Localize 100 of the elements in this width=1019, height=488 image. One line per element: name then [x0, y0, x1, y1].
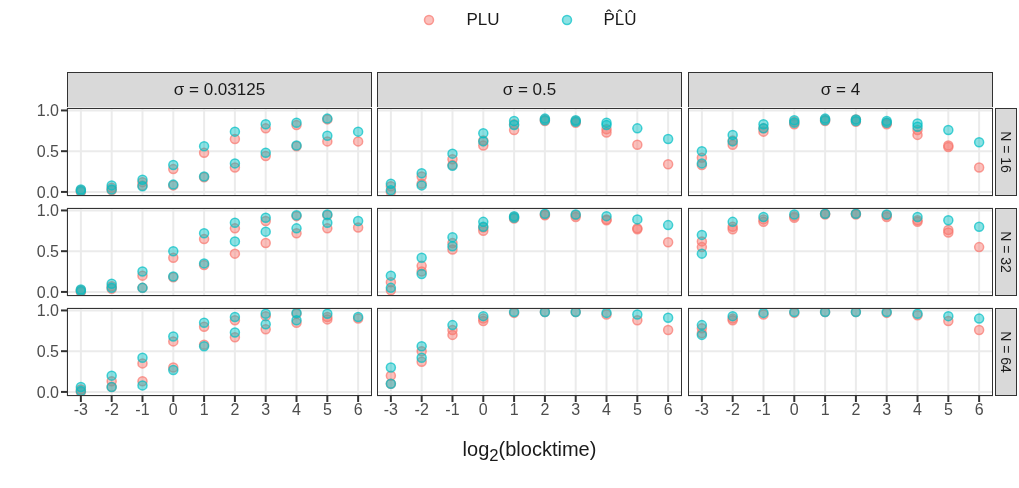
- point: [416, 341, 427, 352]
- x-tick-label: 2: [851, 401, 861, 419]
- point: [416, 252, 427, 263]
- point: [973, 324, 985, 336]
- point: [385, 270, 397, 281]
- x-tick-label: -2: [414, 401, 429, 419]
- legend-label: P̂L̂Û: [603, 10, 637, 30]
- legend-label: PLU: [466, 10, 500, 30]
- y2-axis-title: N = 16: [998, 131, 1015, 173]
- y2-axis-title: N = 64: [998, 331, 1015, 373]
- point: [943, 124, 954, 136]
- point: [662, 312, 674, 324]
- x-tick-label: 6: [974, 401, 984, 419]
- point: [106, 370, 117, 381]
- point: [696, 248, 708, 259]
- point: [662, 219, 674, 231]
- x-tick-label: 0: [478, 401, 488, 419]
- point: [352, 136, 364, 147]
- point: [291, 223, 302, 234]
- x-tick-label: 2: [540, 401, 550, 419]
- point: [260, 319, 271, 330]
- point: [662, 133, 674, 145]
- y-tick-label: 0.5: [36, 342, 60, 360]
- x-tick-label: 5: [632, 401, 642, 419]
- x-tick-label: 6: [663, 401, 673, 419]
- x-tick-label: 4: [602, 401, 612, 419]
- point: [229, 158, 241, 169]
- x-tick-label: 5: [322, 401, 332, 419]
- chart-title: σ = 0.5: [377, 72, 682, 108]
- point: [447, 319, 458, 331]
- chart-title: σ = 0.03125: [67, 72, 372, 108]
- point: [447, 329, 458, 341]
- point: [137, 380, 148, 391]
- y-tick-label: 0.5: [36, 142, 60, 160]
- point: [229, 126, 241, 137]
- point: [385, 362, 397, 373]
- point: [322, 217, 333, 228]
- point: [662, 158, 674, 170]
- point: [322, 130, 333, 141]
- point: [229, 248, 241, 259]
- point: [943, 214, 954, 226]
- point: [322, 308, 333, 319]
- point: [137, 266, 148, 277]
- x-tick-label: -3: [73, 401, 89, 419]
- y-tick-label: 0.5: [36, 242, 60, 260]
- point: [447, 148, 458, 159]
- x-tick-label: 3: [261, 401, 271, 419]
- y-tick-label: 0.0: [36, 183, 60, 201]
- point: [447, 232, 458, 243]
- x-tick-label: 6: [353, 401, 363, 419]
- point: [973, 162, 985, 173]
- x-tick-label: 1: [199, 401, 209, 419]
- x-tick-label: -1: [135, 401, 150, 419]
- point: [601, 210, 612, 222]
- point: [168, 331, 179, 342]
- x-tick-label: -1: [445, 401, 460, 419]
- point: [352, 215, 364, 227]
- point: [260, 119, 271, 130]
- point: [632, 139, 643, 150]
- point: [198, 141, 210, 152]
- point: [696, 229, 708, 241]
- x-tick-label: 0: [168, 401, 178, 419]
- point: [168, 159, 179, 171]
- x-axis-title: log$_{2}$(blocktime): [461, 438, 598, 466]
- point: [632, 214, 643, 225]
- x-tick-label: 3: [882, 401, 892, 419]
- point: [696, 319, 708, 331]
- point: [973, 241, 985, 253]
- point: [632, 123, 643, 134]
- x-tick-label: 2: [230, 401, 240, 419]
- y-tick-label: 0.0: [36, 383, 60, 401]
- point: [229, 327, 241, 338]
- point: [632, 309, 643, 320]
- point: [727, 216, 738, 228]
- x-tick-label: -2: [725, 401, 740, 419]
- chart-title: σ = 4: [688, 72, 993, 108]
- y-tick-label: 1.0: [36, 102, 60, 120]
- point: [168, 245, 179, 257]
- y2-axis-title: N = 32: [998, 231, 1015, 273]
- point: [696, 145, 708, 157]
- point: [198, 228, 210, 239]
- point: [973, 313, 985, 324]
- point: [137, 352, 148, 363]
- x-tick-label: 5: [943, 401, 953, 419]
- point: [198, 317, 210, 328]
- point: [260, 237, 271, 249]
- point: [229, 217, 241, 228]
- point: [662, 324, 674, 336]
- x-tick-label: 4: [292, 401, 302, 419]
- y-tick-label: 1.0: [36, 202, 60, 220]
- point: [416, 352, 427, 363]
- point: [943, 310, 954, 322]
- point: [973, 136, 985, 148]
- x-tick-label: -2: [104, 401, 119, 419]
- x-tick-label: 0: [789, 401, 799, 419]
- y-tick-label: 0.0: [36, 283, 60, 301]
- x-tick-label: 3: [571, 401, 581, 419]
- point: [662, 236, 674, 248]
- point: [352, 126, 364, 137]
- point: [260, 226, 271, 237]
